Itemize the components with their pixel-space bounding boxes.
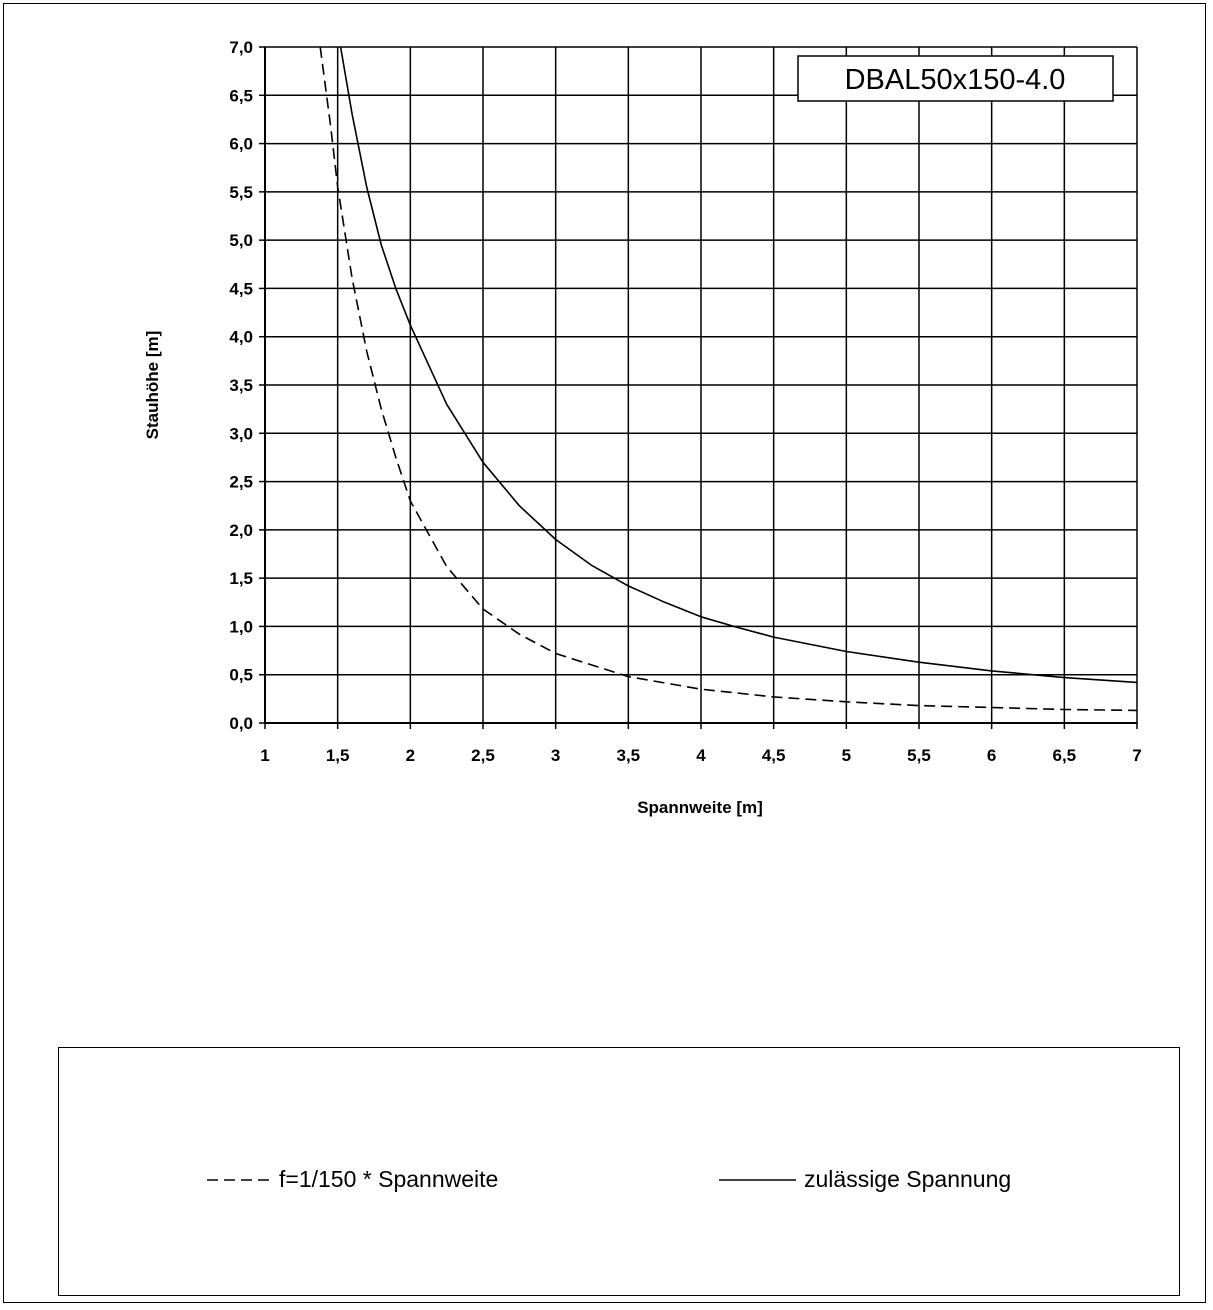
y-tick-label: 4,5 — [229, 279, 253, 298]
legend-item-dashed: f=1/150 * Spannweite — [207, 1166, 498, 1193]
y-tick-label: 5,5 — [229, 183, 253, 202]
x-tick-label: 7 — [1132, 746, 1141, 765]
legend-swatch-dashed — [207, 1178, 271, 1181]
series-layer — [319, 47, 1137, 712]
y-tick-label: 6,0 — [229, 135, 253, 154]
x-tick-label: 2,5 — [471, 746, 495, 765]
y-tick-label: 6,5 — [229, 86, 253, 105]
y-tick-label: 1,0 — [229, 617, 253, 636]
y-tick-label: 0,0 — [229, 714, 253, 733]
x-tick-label: 4,5 — [762, 746, 786, 765]
x-tick-label: 5,5 — [907, 746, 931, 765]
x-axis-title: Spannweite [m] — [637, 798, 763, 817]
legend-item-solid: zulässige Spannung — [719, 1166, 1011, 1193]
x-tick-label: 3 — [551, 746, 560, 765]
legend-label-solid: zulässige Spannung — [804, 1166, 1012, 1192]
legend-label-dashed: f=1/150 * Spannweite — [279, 1166, 499, 1192]
y-tick-label: 4,0 — [229, 328, 253, 347]
x-tick-label: 6 — [987, 746, 996, 765]
legend-swatch-solid — [719, 1178, 796, 1181]
y-tick-label: 5,0 — [229, 231, 253, 250]
series-line-solid — [339, 47, 1137, 684]
y-axis-title: Stauhöhe [m] — [143, 331, 162, 440]
legend: f=1/150 * Spannweite zulässige Spannung — [58, 1047, 1180, 1296]
y-tick-label: 3,5 — [229, 376, 253, 395]
series-line-dashed — [319, 47, 1137, 712]
chart-title: DBAL50x150-4.0 — [845, 64, 1066, 96]
chart-title-box: DBAL50x150-4.0 — [797, 55, 1114, 102]
tick-layer: 1 1,5 2 2,5 3 3,5 4 4,5 5 5,5 6 6,5 7 0,0 0,5 1,0 1,5 2,0… — [229, 38, 1141, 765]
chart-title-border — [797, 55, 1114, 102]
x-tick-label: 1,5 — [326, 746, 350, 765]
x-tick-label: 2 — [406, 746, 415, 765]
y-tick-label: 2,5 — [229, 473, 253, 492]
y-tick-label: 0,5 — [229, 666, 253, 685]
x-tick-label: 1 — [260, 746, 269, 765]
y-tick-label: 1,5 — [229, 569, 253, 588]
y-tick-label: 3,0 — [229, 424, 253, 443]
x-tick-label: 5 — [842, 746, 851, 765]
y-tick-label: 2,0 — [229, 521, 253, 540]
x-tick-label: 3,5 — [617, 746, 641, 765]
x-tick-label: 4 — [696, 746, 706, 765]
x-tick-label: 6,5 — [1053, 746, 1077, 765]
y-tick-label: 7,0 — [229, 38, 253, 57]
chart-frame — [3, 3, 1206, 1303]
